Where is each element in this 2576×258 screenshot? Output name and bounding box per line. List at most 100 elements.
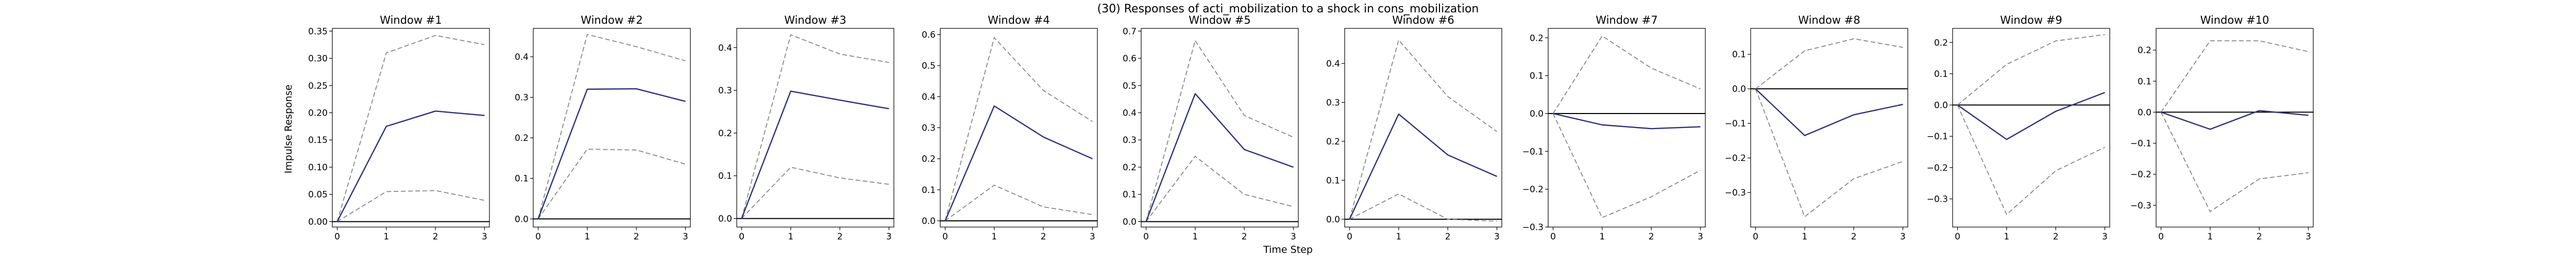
y-tick-label: 0.4 (515, 52, 529, 62)
y-tick-label: 0.0 (922, 216, 936, 227)
panel-title: Window #3 (784, 14, 846, 26)
x-tick-label: 0 (1143, 232, 1149, 242)
y-tick-label: −0.3 (1725, 188, 1746, 198)
y-tick-label: 0.0 (2138, 107, 2151, 118)
y-tick-label: 0.0 (515, 214, 529, 224)
y-tick-label: 0.00 (308, 217, 328, 227)
y-tick-label: 0.6 (1123, 54, 1137, 64)
x-tick-label: 1 (1599, 232, 1605, 242)
y-tick-label: 0.3 (1326, 98, 1340, 108)
plot-frame (1548, 28, 1706, 228)
y-tick-label: 0.0 (718, 214, 732, 224)
y-tick-label: −0.3 (2130, 201, 2151, 211)
response-line (741, 90, 889, 219)
x-tick-label: 2 (2053, 232, 2059, 242)
x-tick-label: 3 (1698, 232, 1703, 242)
y-tick-label: 0.4 (1123, 108, 1137, 118)
panel-title: Window #7 (1596, 14, 1657, 26)
y-tick-label: 0.1 (1530, 71, 1544, 82)
y-axis-label: Impulse Response (283, 85, 294, 173)
x-tick-label: 0 (1550, 232, 1556, 242)
y-tick-label: 0.1 (1123, 190, 1137, 200)
lower-band-line (1349, 193, 1497, 222)
y-tick-label: −0.1 (2130, 139, 2151, 149)
x-tick-label: 2 (1445, 232, 1451, 242)
x-tick-label: 0 (334, 232, 340, 242)
upper-band-line (741, 34, 889, 219)
panel-window-9: Window #9 0 1 2 3 −0.3 −0.2 −0.1 0.0 0.1 0.2 (1927, 14, 2110, 242)
y-tick-label: 0.3 (718, 86, 732, 96)
lower-band-line (944, 184, 1093, 221)
y-tick-label: 0.1 (1934, 69, 1948, 79)
y-tick-label: 0.1 (1732, 50, 1746, 60)
x-tick-label: 1 (991, 232, 997, 242)
panel-window-1: Window #1 0 1 2 3 0.00 0.05 0.10 0.15 0.20 0.25 0.3… (308, 14, 490, 242)
y-tick-label: 0.35 (308, 26, 328, 37)
x-tick-label: 2 (1041, 232, 1046, 242)
x-tick-label: 2 (634, 232, 639, 242)
y-tick-label: 0.0 (1934, 101, 1948, 111)
y-tick-label: 0.0 (1326, 215, 1340, 225)
x-tick-label: 3 (1900, 232, 1906, 242)
y-tick-label: 0.6 (922, 30, 936, 40)
y-tick-label: 0.15 (308, 135, 328, 146)
x-tick-label: 0 (2158, 232, 2164, 242)
y-tick-label: −0.1 (1725, 119, 1746, 129)
x-tick-label: 3 (1494, 232, 1500, 242)
x-tick-label: 2 (837, 232, 843, 242)
y-tick-label: −0.2 (1725, 153, 1746, 164)
panels: Window #10 1 2 30.000.050.100.150.200.250.3… (308, 14, 2314, 242)
y-tick-label: 0.2 (1123, 163, 1137, 173)
x-tick-label: 1 (2004, 232, 2009, 242)
y-tick-label: 0.1 (2138, 76, 2151, 87)
y-tick-label: 0.4 (718, 43, 732, 53)
y-tick-label: 0.0 (1530, 109, 1544, 119)
plot-frame (533, 28, 691, 228)
panel-window-10: Window #10 0 1 2 3 −0.3 −0.2 −0.1 0.0 0.1 0.2 (2130, 14, 2314, 242)
panel-title: Window #1 (380, 14, 442, 26)
y-tick-label: 0.2 (1934, 38, 1948, 48)
upper-band-line (336, 35, 485, 222)
upper-band-line (1552, 35, 1701, 114)
x-tick-label: 1 (2207, 232, 2213, 242)
plot-frame (332, 28, 490, 228)
lower-band-line (1957, 105, 2105, 216)
x-tick-label: 3 (1291, 232, 1296, 242)
upper-band-line (1957, 34, 2105, 106)
panel-window-5: Window #5 0 1 2 3 0.0 0.1 0.2 0.3 0.4 0.5 0.6 0.7 (1123, 14, 1299, 242)
lower-band-line (2160, 112, 2309, 213)
x-tick-label: 0 (535, 232, 541, 242)
lower-band-line (537, 149, 686, 219)
y-tick-label: 0.4 (1326, 59, 1340, 69)
upper-band-line (537, 34, 686, 219)
y-tick-label: −0.3 (1522, 222, 1544, 233)
y-tick-label: 0.3 (515, 93, 529, 103)
plot-frame (1952, 28, 2110, 228)
x-tick-label: 2 (433, 232, 438, 242)
upper-band-line (1349, 39, 1498, 220)
x-tick-label: 0 (1347, 232, 1352, 242)
panel-title: Window #2 (581, 14, 642, 26)
x-axis-label: Time Step (1263, 244, 1313, 255)
x-tick-label: 1 (1192, 232, 1198, 242)
upper-band-line (1755, 38, 1903, 89)
panel-title: Window #10 (2200, 14, 2269, 26)
y-tick-label: 0.2 (922, 154, 936, 165)
upper-band-line (2160, 40, 2309, 112)
panel-window-2: Window #2 0 1 2 3 0.0 0.1 0.2 0.3 0.4 (515, 14, 691, 242)
response-line (944, 105, 1093, 221)
panel-title: Window #8 (1798, 14, 1860, 26)
x-tick-label: 1 (383, 232, 389, 242)
response-line (1553, 112, 1701, 130)
panel-window-8: Window #8 0 1 2 3 −0.3 −0.2 −0.1 0.0 0.1 (1725, 14, 1908, 242)
x-tick-label: 0 (1753, 232, 1758, 242)
y-tick-label: 0.0 (1123, 217, 1137, 227)
y-tick-label: 0.20 (308, 108, 328, 118)
x-tick-label: 2 (1649, 232, 1654, 242)
y-tick-label: 0.25 (308, 81, 328, 91)
lower-band-line (741, 167, 889, 219)
y-tick-label: 0.30 (308, 54, 328, 64)
figure-title: (30) Responses of acti_mobilization to a… (1097, 3, 1479, 15)
response-line (1957, 92, 2105, 140)
